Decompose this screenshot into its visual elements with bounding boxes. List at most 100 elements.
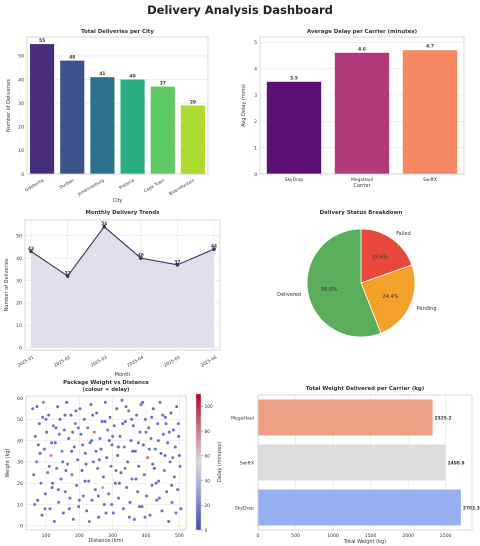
scatter-point xyxy=(135,413,139,417)
scatter-point xyxy=(70,473,74,477)
scatter-point xyxy=(41,415,45,419)
scatter-point xyxy=(170,500,174,504)
delay-ytick: 0 xyxy=(254,172,257,178)
scatter-point xyxy=(179,507,183,511)
monthly-value-label: 44 xyxy=(211,244,217,250)
scatter-plot-frame xyxy=(25,395,187,531)
scatter-point xyxy=(159,451,163,455)
scatter-point xyxy=(175,405,179,409)
scatter-point xyxy=(108,415,112,419)
colorbar-tick: 80 xyxy=(205,429,211,435)
scatter-point xyxy=(90,439,94,443)
scatter-point xyxy=(31,407,35,411)
weight-bar xyxy=(258,489,461,526)
city-value-label: 37 xyxy=(160,81,166,87)
delay-xtick: SkyDrop xyxy=(285,177,304,183)
scatter-point xyxy=(117,496,121,500)
delay-ytick: 2 xyxy=(254,119,257,125)
city-plot-frame xyxy=(26,36,209,175)
city-ytick: 20 xyxy=(18,125,24,131)
scatter-point xyxy=(106,428,110,432)
city-xtick: Cape Town xyxy=(143,177,166,194)
city-value-label: 40 xyxy=(130,74,136,80)
scatter-point xyxy=(141,400,145,404)
scatter-point xyxy=(154,481,158,485)
weight-value-label: 2325.2 xyxy=(435,415,452,421)
scatter-point xyxy=(65,400,69,404)
city-ylabel: Number of Deliveries xyxy=(6,79,12,132)
scatter-point xyxy=(110,443,114,447)
scatter-point xyxy=(67,507,71,511)
monthly-point xyxy=(212,247,216,251)
weight-ytick: SkyDrop xyxy=(235,505,254,511)
scatter-point xyxy=(73,422,77,426)
scatter-point xyxy=(33,434,37,438)
scatter-point xyxy=(47,464,51,468)
scatter-point xyxy=(56,405,60,409)
scatter-ytick: 60 xyxy=(17,396,23,402)
scatter-point xyxy=(124,405,128,409)
status-percent-label: 24.4% xyxy=(383,294,399,300)
weight-xtick: 1000 xyxy=(327,533,339,539)
scatter-point xyxy=(120,398,124,402)
weight-chart-title: Total Weight Delivered per Carrier (kg) xyxy=(306,386,424,392)
monthly-plot-frame xyxy=(24,219,221,351)
scatter-point xyxy=(138,430,142,434)
monthly-xtick: 2025-06 xyxy=(199,354,218,368)
scatter-point xyxy=(49,454,53,458)
city-ytick: 50 xyxy=(18,54,24,60)
scatter-point xyxy=(137,464,141,468)
monthly-xtick: 2025-04 xyxy=(126,354,145,368)
monthly-value-label: 32 xyxy=(65,271,71,277)
scatter-point xyxy=(35,405,39,409)
scatter-point xyxy=(50,485,54,489)
weight-value-label: 2498.9 xyxy=(448,460,465,466)
scatter-point xyxy=(90,498,94,502)
status-slice-label: Pending xyxy=(417,306,437,312)
scatter-point xyxy=(121,507,125,511)
scatter-point xyxy=(60,449,64,453)
scatter-point xyxy=(156,422,160,426)
scatter-point xyxy=(130,477,134,481)
scatter-point xyxy=(125,485,129,489)
scatter-point xyxy=(84,462,88,466)
scatter-point xyxy=(67,437,71,441)
scatter-point xyxy=(61,511,65,515)
scatter-point xyxy=(87,479,91,483)
scatter-point xyxy=(76,426,80,430)
scatter-point xyxy=(66,462,70,466)
scatter-point xyxy=(114,468,118,472)
status-slice-label: Failed xyxy=(396,231,411,237)
monthly-chart-title: Monthly Delivery Trends xyxy=(86,210,160,216)
monthly-point xyxy=(65,274,70,278)
scatter-point xyxy=(123,466,127,470)
weight-xtick: 2000 xyxy=(402,533,414,539)
scatter-point xyxy=(130,417,134,421)
scatter-point xyxy=(119,471,123,475)
scatter-point xyxy=(83,479,87,483)
scatter-point xyxy=(169,411,173,415)
scatter-point xyxy=(167,519,171,523)
scatter-point xyxy=(131,449,135,453)
scatter-ytick: 10 xyxy=(17,502,23,508)
scatter-point xyxy=(136,490,140,494)
monthly-xtick: 2025-05 xyxy=(163,354,182,368)
scatter-point xyxy=(110,502,114,506)
scatter-point xyxy=(101,485,105,489)
scatter-point xyxy=(62,428,66,432)
scatter-point xyxy=(176,422,180,426)
scatter-point xyxy=(143,515,147,519)
scatter-point xyxy=(35,460,39,464)
scatter-point xyxy=(156,439,160,443)
scatter-point xyxy=(41,400,45,404)
city-xtick: Pretoria xyxy=(118,177,136,191)
scatter-point xyxy=(131,424,135,428)
scatter-point xyxy=(80,468,84,472)
scatter-point xyxy=(173,445,177,449)
scatter-point xyxy=(47,413,51,417)
scatter-point xyxy=(141,443,145,447)
city-bar xyxy=(150,86,175,174)
colorbar-label: Delay (minutes) xyxy=(217,442,223,482)
monthly-xtick: 2025-01 xyxy=(16,354,35,368)
scatter-point xyxy=(168,460,172,464)
